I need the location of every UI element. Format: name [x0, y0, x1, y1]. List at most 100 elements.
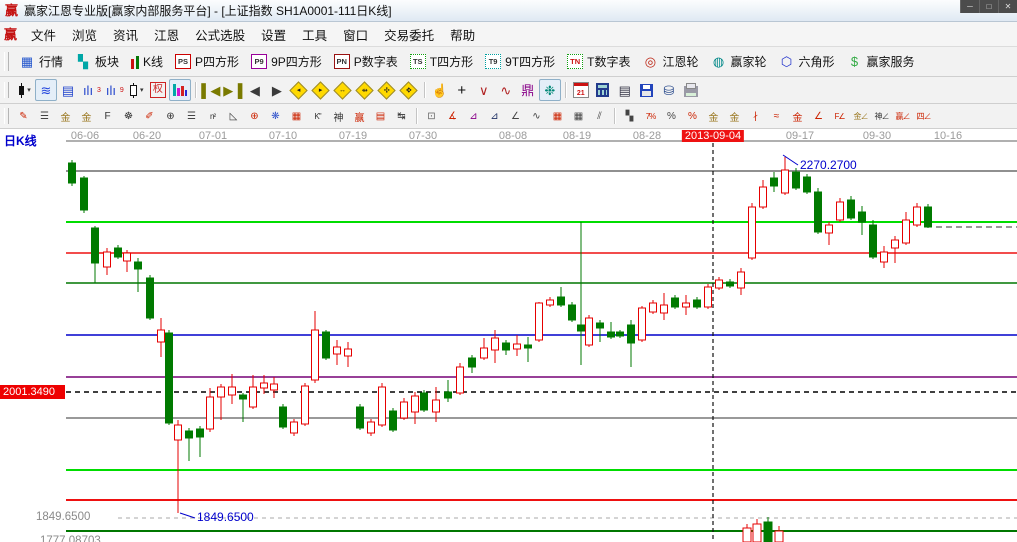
compress-horizontal-button[interactable]: ⇹	[354, 79, 376, 101]
maximize-button[interactable]: □	[979, 0, 998, 13]
grid-dark-icon[interactable]: ▦	[573, 110, 584, 122]
winner-wheel-button[interactable]: ◍ 赢家轮	[704, 50, 772, 73]
percent-icon[interactable]: %	[667, 110, 676, 122]
shen-ruler-icon[interactable]: 神	[333, 112, 344, 124]
span-arrows-icon[interactable]: ↹	[397, 110, 406, 122]
9t-square-button[interactable]: T9 9T四方形	[479, 50, 561, 73]
spiral-icon[interactable]: ☸	[124, 110, 133, 122]
network-button[interactable]: ⛁	[663, 82, 675, 98]
last-bar-button[interactable]: ▶▐	[223, 82, 243, 98]
snowflake-icon[interactable]: ❋	[271, 110, 280, 122]
bars-9-button[interactable]: ılı 9	[105, 82, 124, 98]
gann-hlines-icon[interactable]: ☰	[40, 110, 49, 122]
expand-horizontal-button[interactable]: ↔	[332, 79, 354, 101]
draw-line-tool[interactable]: ∨	[479, 82, 489, 98]
speed-lines-icon[interactable]: ▤	[375, 110, 386, 122]
p-number-button[interactable]: PN P数字表	[328, 50, 404, 73]
prev-bar-button[interactable]: ◀	[249, 82, 260, 98]
next-bar-button[interactable]: ▶	[271, 82, 282, 98]
k-note-icon[interactable]: K"	[314, 111, 321, 121]
fib-lines-icon[interactable]: F	[104, 110, 111, 122]
candle-style-selector[interactable]: ▾	[125, 79, 147, 101]
winner-service-button[interactable]: $ 赢家服务	[841, 50, 921, 73]
report-button[interactable]: ▤	[618, 82, 631, 98]
first-bar-button[interactable]: ▌◀	[201, 82, 221, 98]
angle-f-icon[interactable]: F∠	[834, 111, 845, 121]
measure-tool[interactable]: ∿	[500, 82, 512, 98]
menu-item-8[interactable]: 交易委托	[384, 28, 435, 43]
menu-item-6[interactable]: 工具	[302, 28, 328, 43]
menu-item-0[interactable]: 文件	[31, 28, 57, 43]
ray-fan-icon[interactable]: ∡	[448, 110, 457, 122]
shift-right-button[interactable]: ▸	[310, 79, 332, 101]
percent-line-icon[interactable]: %	[688, 110, 697, 122]
brush-icon[interactable]: ✎	[19, 110, 28, 122]
period-day-selector[interactable]: ▾	[13, 79, 35, 101]
save-button[interactable]	[636, 79, 658, 101]
candle-pen-icon[interactable]: ∤	[753, 110, 758, 122]
protractor-icon[interactable]: ◺	[229, 110, 238, 122]
exclude-rights-button[interactable]: 权	[147, 79, 169, 101]
angle-line-icon[interactable]: ∠	[814, 110, 823, 122]
parallel-lines-icon[interactable]: ⫽	[597, 110, 602, 122]
percent-7-icon[interactable]: 7%	[645, 111, 657, 121]
fan-box-dark-icon[interactable]: ⊿	[490, 110, 499, 122]
menu-item-3[interactable]: 江恩	[154, 28, 180, 43]
gold-circle-icon[interactable]: 金	[708, 112, 719, 124]
crosshair-tool[interactable]: +	[457, 81, 467, 99]
p-square-button[interactable]: PS P四方形	[169, 50, 245, 73]
menu-item-4[interactable]: 公式选股	[195, 28, 246, 43]
grid-red-icon[interactable]: ▦	[552, 110, 563, 122]
close-button[interactable]: ✕	[998, 0, 1017, 13]
fan-box-purple-icon[interactable]: ⊿	[469, 110, 478, 122]
calendar-button[interactable]: 21	[570, 79, 592, 101]
quotes-button[interactable]: ▦ 行情	[13, 50, 69, 73]
ying-ruler-icon[interactable]: 赢	[354, 112, 365, 124]
formula-tool[interactable]: ❉	[538, 79, 561, 101]
angle-ying-icon[interactable]: 赢∠	[895, 111, 911, 121]
compress-all-button[interactable]: ✣	[376, 79, 398, 101]
gann-circle-icon[interactable]: ⊕	[166, 110, 175, 122]
angle-gold-icon[interactable]: 金∠	[853, 111, 869, 121]
kline-chart[interactable]	[0, 130, 1017, 542]
menu-item-1[interactable]: 浏览	[72, 28, 98, 43]
gann-wheel-button[interactable]: ◎ 江恩轮	[636, 50, 704, 73]
angle-shen-icon[interactable]: 神∠	[874, 111, 890, 121]
bars-3-button[interactable]: ılı 3	[82, 82, 101, 98]
expand-all-button[interactable]: ✥	[398, 79, 420, 101]
kline-button[interactable]: K线	[125, 50, 169, 73]
rays-icon[interactable]: ∠	[511, 110, 520, 122]
golden-section2-icon[interactable]: 金	[81, 112, 92, 124]
gann-artifact-tool[interactable]: 鼎	[521, 82, 535, 98]
golden-section-icon[interactable]: 金	[60, 112, 71, 124]
sectors-button[interactable]: ▚ 板块	[69, 50, 125, 73]
gann-box-icon[interactable]: ▦	[291, 110, 302, 122]
minimize-button[interactable]: ─	[960, 0, 979, 13]
angle-si-icon[interactable]: 四∠	[916, 111, 932, 121]
frame-tool-icon[interactable]: ⊡	[427, 110, 436, 122]
trend-scribble-tool[interactable]: ≋	[35, 79, 57, 101]
calculator-button[interactable]	[592, 79, 614, 101]
menu-item-2[interactable]: 资讯	[113, 28, 139, 43]
hand-tool[interactable]: ☝	[431, 82, 448, 98]
info-document-button[interactable]: ▤	[61, 82, 75, 98]
wave-icon[interactable]: ≈	[773, 110, 780, 122]
9p-square-button[interactable]: P9 9P四方形	[245, 50, 328, 73]
volume-histogram-button[interactable]	[168, 79, 191, 101]
t-number-button[interactable]: TN T数字表	[561, 50, 636, 73]
circle-cross-icon[interactable]: ⊕	[250, 110, 259, 122]
brush2-icon[interactable]: ✐	[145, 110, 154, 122]
histogram-icon[interactable]: ▚	[625, 110, 634, 122]
n-square-icon[interactable]: n²	[209, 111, 216, 121]
t-square-button[interactable]: TS T四方形	[404, 50, 479, 73]
gold-red-lines-icon[interactable]: 金	[792, 112, 803, 124]
gold-lines-icon[interactable]: 金	[729, 112, 740, 124]
zigzag-icon[interactable]: ∿	[532, 110, 541, 122]
time-ruler-icon[interactable]: ☰	[187, 110, 196, 122]
menu-item-5[interactable]: 设置	[261, 28, 287, 43]
menu-item-9[interactable]: 帮助	[450, 28, 476, 43]
print-button[interactable]	[680, 79, 702, 101]
shift-left-button[interactable]: ◂	[288, 79, 310, 101]
hexagon-button[interactable]: ⬡ 六角形	[773, 50, 841, 73]
menu-item-7[interactable]: 窗口	[343, 28, 369, 43]
